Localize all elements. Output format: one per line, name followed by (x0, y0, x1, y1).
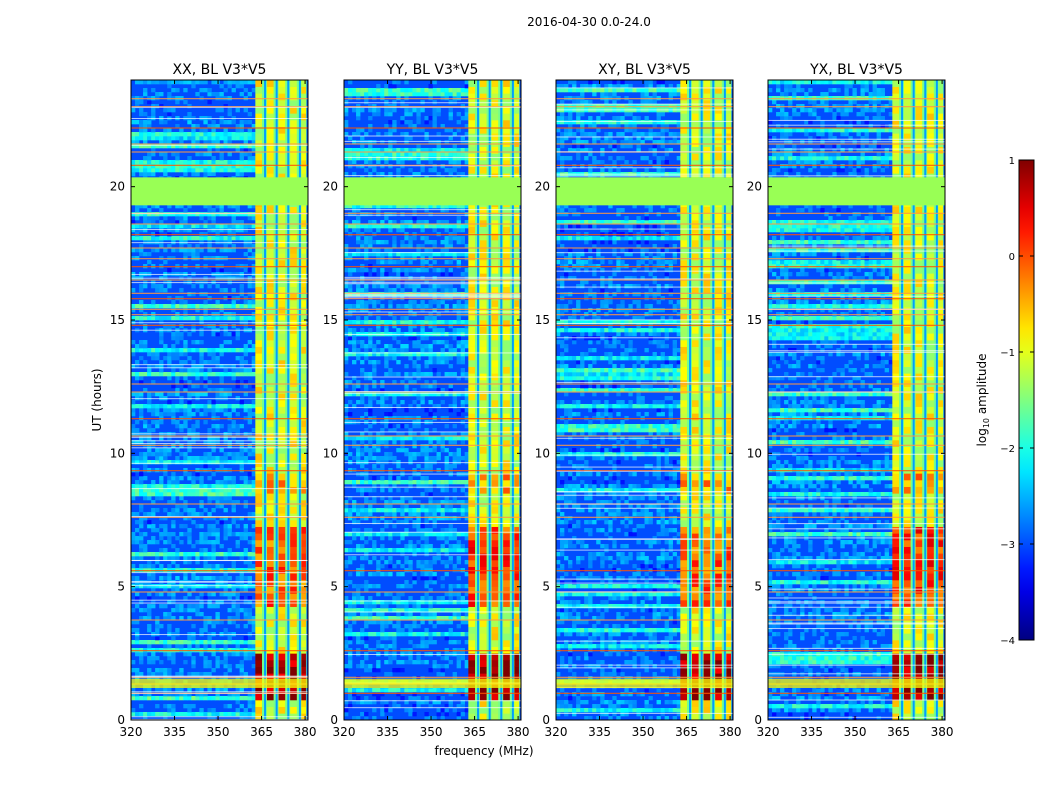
y-tick-label: 20 (110, 180, 125, 194)
y-tick-label: 20 (747, 180, 762, 194)
colorbar-tick-label: −2 (1000, 444, 1015, 455)
colorbar-gradient (1018, 159, 1035, 641)
y-tick-label: 5 (117, 580, 125, 594)
x-tick-label: 350 (420, 725, 443, 739)
x-tick-label: 350 (207, 725, 230, 739)
colorbar-tick-label: −1 (1000, 348, 1015, 359)
panel-frame (343, 79, 522, 721)
x-tick-label: 380 (719, 725, 742, 739)
x-tick-label: 365 (887, 725, 910, 739)
y-tick-label: 15 (747, 313, 762, 327)
x-tick-label: 335 (588, 725, 611, 739)
y-tick-label: 10 (747, 446, 762, 460)
x-tick-label: 380 (507, 725, 530, 739)
x-tick-label: 365 (250, 725, 273, 739)
flagged-band (556, 177, 733, 206)
flagged-band (344, 177, 521, 206)
panel-frame (555, 79, 734, 721)
figure-title: 2016-04-30 0.0-24.0 (527, 15, 651, 29)
panel: YX, BL V3*V5 320 335 350 365 380 0 5 10 15 20 (747, 62, 954, 739)
x-tick-label: 365 (675, 725, 698, 739)
y-tick-label: 5 (330, 580, 338, 594)
flagged-band (768, 177, 945, 206)
x-tick-label: 320 (545, 725, 568, 739)
x-axis-label: frequency (MHz) (434, 744, 533, 758)
x-tick-label: 320 (757, 725, 780, 739)
y-tick-label: 15 (535, 313, 550, 327)
flagged-band (131, 177, 308, 206)
y-tick-label: 5 (754, 580, 762, 594)
y-axis-label: UT (hours) (90, 368, 104, 431)
x-tick-label: 320 (120, 725, 143, 739)
y-tick-label: 5 (542, 580, 550, 594)
y-tick-label: 15 (323, 313, 338, 327)
y-tick-label: 20 (535, 180, 550, 194)
y-tick-label: 0 (754, 713, 762, 727)
heatmap-image (344, 80, 521, 720)
x-tick-label: 380 (931, 725, 954, 739)
y-tick-label: 0 (330, 713, 338, 727)
colorbar-tick-label: 0 (1009, 252, 1015, 263)
y-tick-label: 20 (323, 180, 338, 194)
x-tick-label: 335 (376, 725, 399, 739)
panel-frame (130, 79, 309, 721)
y-tick-label: 0 (117, 713, 125, 727)
x-tick-label: 335 (800, 725, 823, 739)
colorbar-tick-label: −3 (1000, 540, 1015, 551)
panel-frame (767, 79, 946, 721)
colorbar-label: log10 amplitude (975, 354, 991, 447)
x-tick-label: 350 (632, 725, 655, 739)
panel-title: XY, BL V3*V5 (598, 62, 691, 78)
x-tick-label: 320 (333, 725, 356, 739)
x-tick-label: 380 (294, 725, 317, 739)
x-tick-label: 350 (844, 725, 867, 739)
panel: XY, BL V3*V5 320 335 350 365 380 0 5 10 15 20 (535, 62, 742, 739)
heatmap-image (556, 80, 733, 720)
x-tick-label: 335 (163, 725, 186, 739)
y-tick-label: 10 (110, 446, 125, 460)
heatmap-image (768, 80, 945, 720)
panel-title: XX, BL V3*V5 (173, 62, 267, 78)
panel-title: YX, BL V3*V5 (809, 62, 903, 78)
panel: YY, BL V3*V5 320 335 350 365 380 0 5 10 15 20 (323, 62, 530, 739)
y-tick-label: 15 (110, 313, 125, 327)
panel-title: YY, BL V3*V5 (386, 62, 479, 78)
y-tick-label: 10 (323, 446, 338, 460)
colorbar-tick-label: −4 (1000, 636, 1015, 647)
heatmap-image (131, 80, 308, 720)
panel: XX, BL V3*V5 320 335 350 365 380 0 5 10 15 20 (110, 62, 317, 739)
x-tick-label: 365 (463, 725, 486, 739)
y-tick-label: 10 (535, 446, 550, 460)
colorbar: 1 0 −1 −2 −3 −4 (1000, 156, 1035, 647)
y-tick-label: 0 (542, 713, 550, 727)
colorbar-tick-label: 1 (1009, 156, 1015, 167)
